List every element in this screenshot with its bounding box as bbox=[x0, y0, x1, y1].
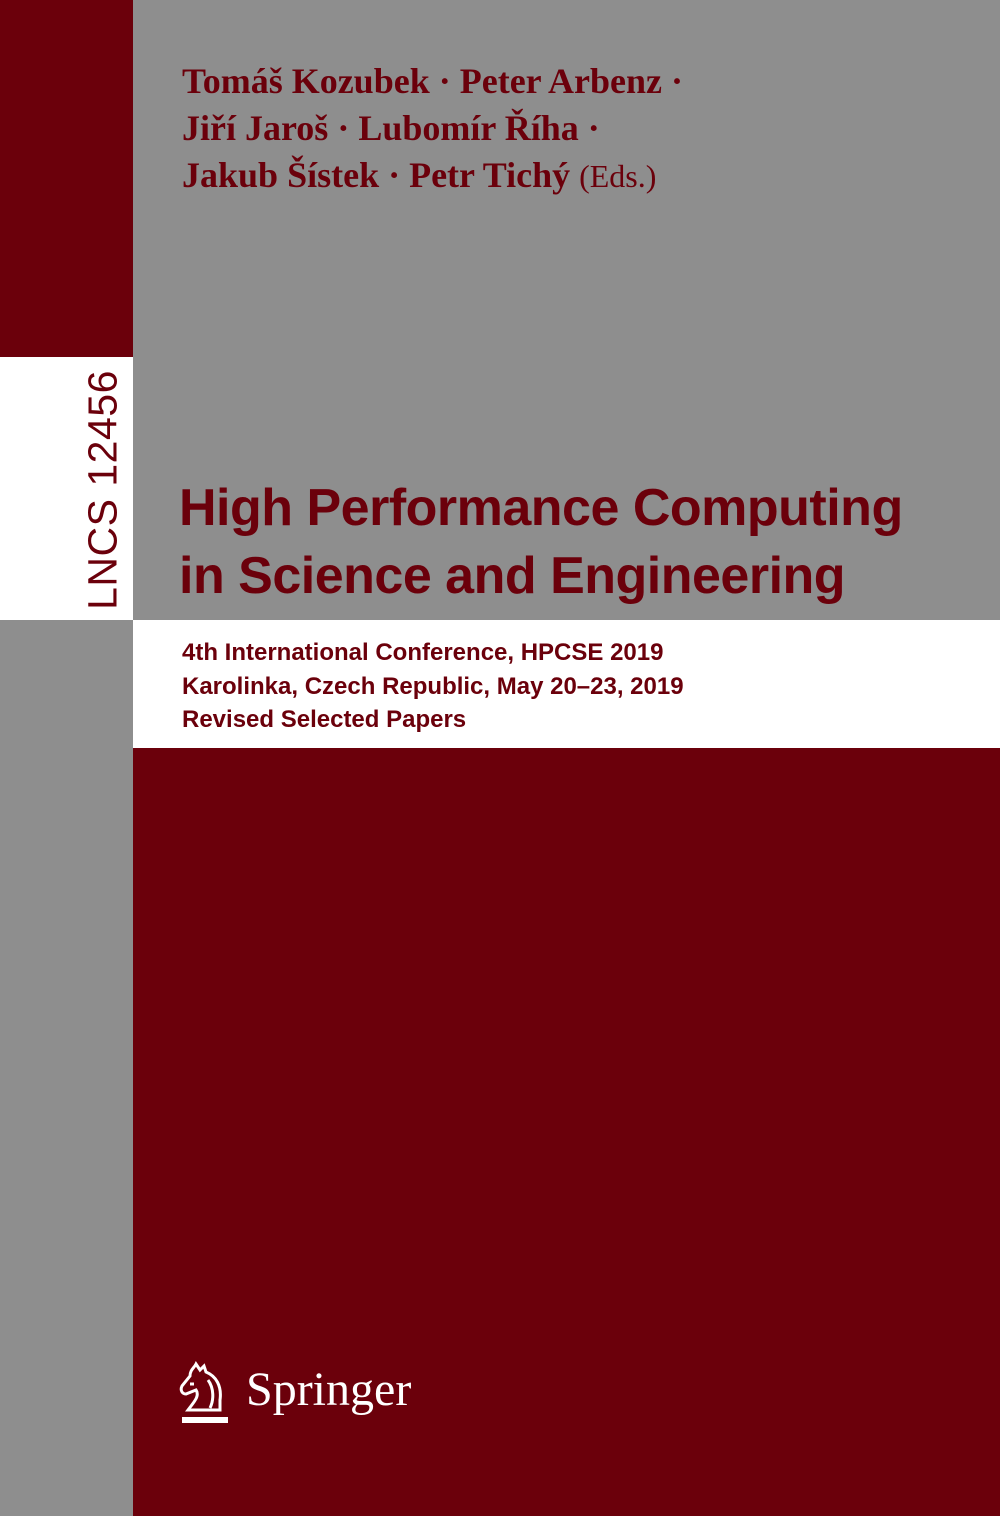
subtitle-band bbox=[133, 620, 1000, 748]
header-panel bbox=[133, 0, 1000, 620]
subtitle-line: 4th International Conference, HPCSE 2019 bbox=[182, 639, 664, 666]
spine-strip-white bbox=[0, 357, 133, 620]
springer-horse-icon bbox=[179, 1361, 228, 1423]
spine-strip-gray bbox=[0, 620, 133, 1516]
book-subtitle: 4th International Conference, HPCSE 2019… bbox=[182, 636, 684, 737]
book-title: High Performance Computing in Science an… bbox=[179, 474, 903, 610]
publisher-name: Springer bbox=[246, 1362, 412, 1416]
publisher-logo: Springer bbox=[176, 1360, 411, 1426]
editors-line: Tomáš Kozubek · Peter Arbenz · bbox=[182, 61, 683, 101]
subtitle-line: Karolinka, Czech Republic, May 20–23, 20… bbox=[182, 672, 684, 700]
spine-strip-red bbox=[0, 0, 133, 357]
editors: Tomáš Kozubek · Peter Arbenz · Jiří Jaro… bbox=[182, 58, 683, 200]
subtitle-line: Revised Selected Papers bbox=[182, 706, 467, 733]
editors-line: Jakub Šístek · Petr Tichý (Eds.) bbox=[182, 152, 683, 200]
series-label: LNCS 12456 bbox=[79, 370, 126, 610]
editors-suffix: (Eds.) bbox=[579, 158, 657, 194]
editors-line: Jiří Jaroš · Lubomír Říha · bbox=[182, 108, 600, 148]
editors-line-text: Jakub Šístek · Petr Tichý bbox=[182, 155, 571, 195]
title-line: High Performance Computing bbox=[179, 479, 903, 537]
footer-panel bbox=[133, 748, 1000, 1516]
title-line: in Science and Engineering bbox=[179, 547, 846, 605]
